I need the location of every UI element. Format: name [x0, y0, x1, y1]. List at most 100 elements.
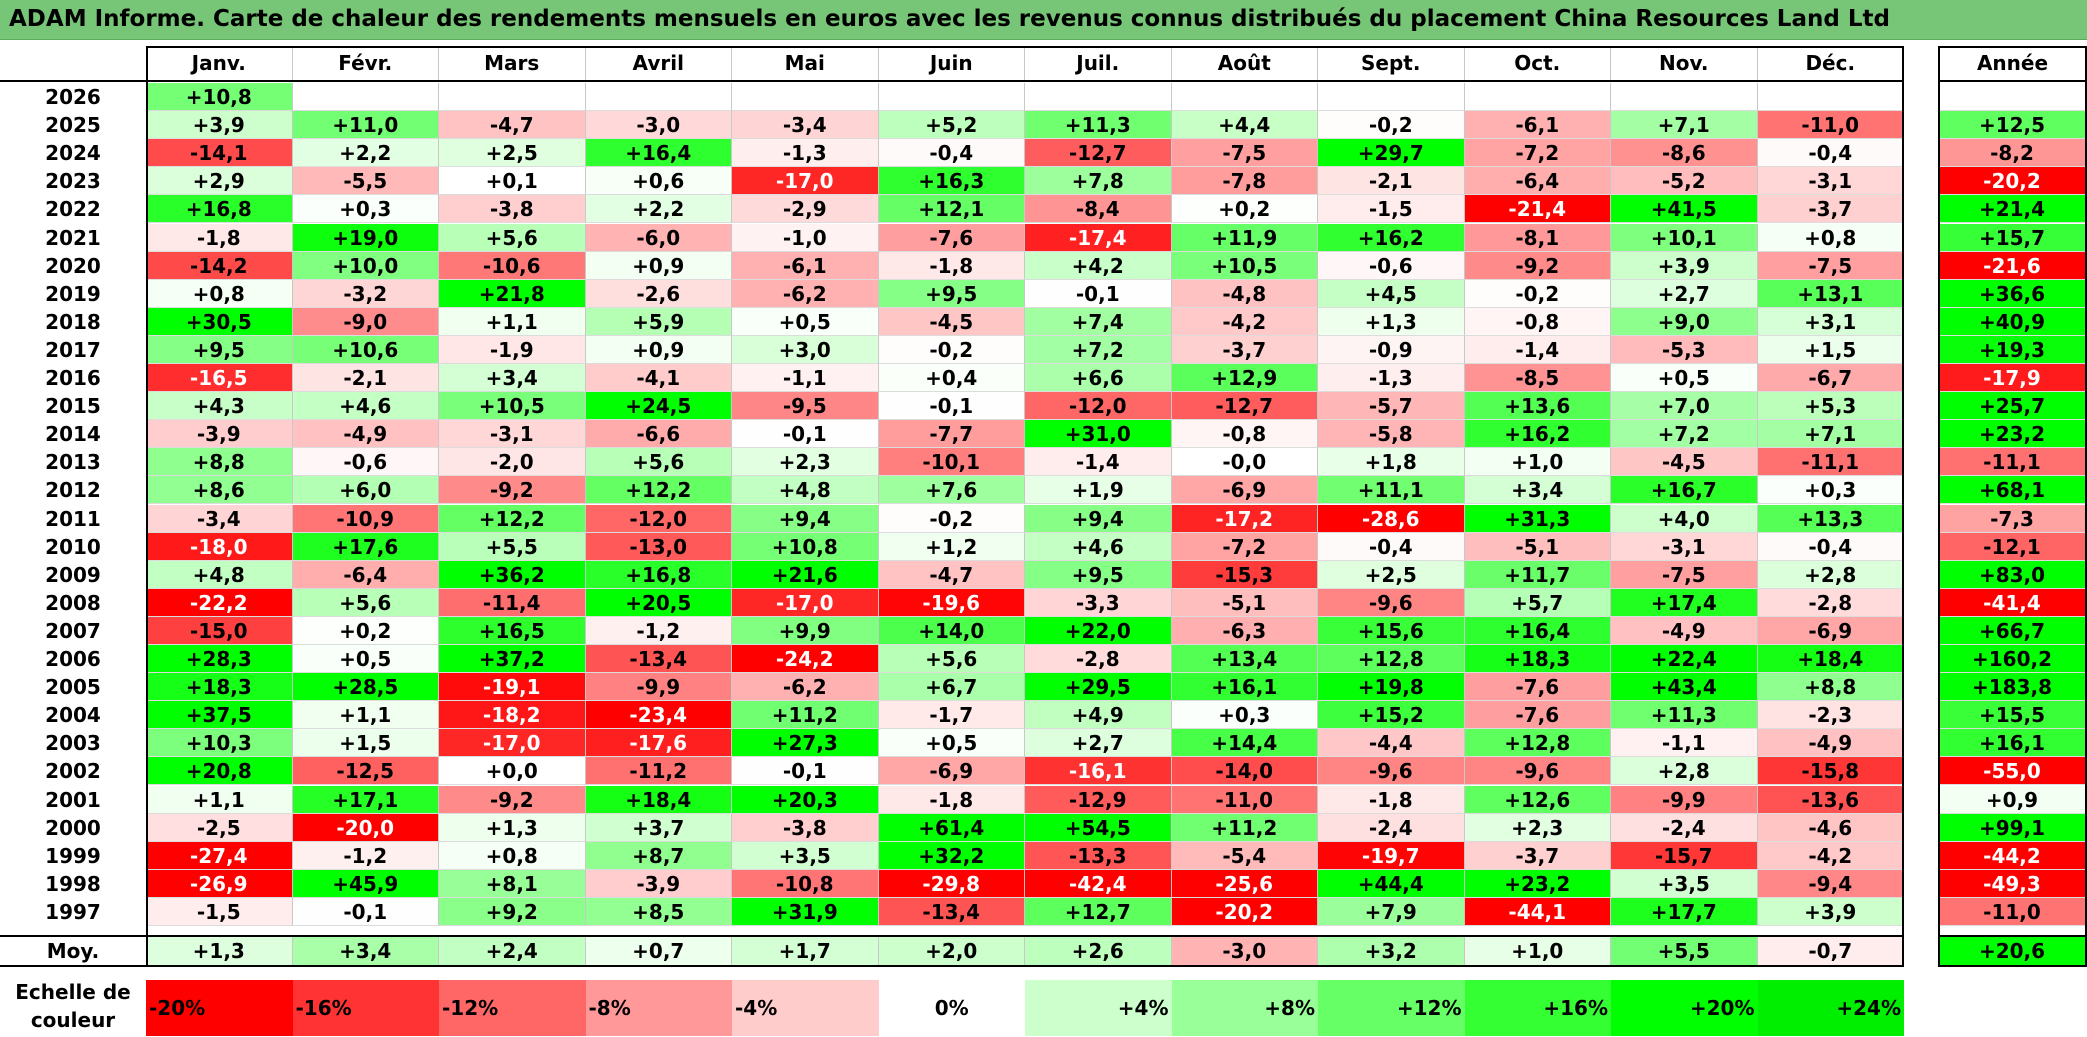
heatmap-cell: -1,3: [1318, 364, 1465, 393]
heatmap-cell: -1,7: [878, 701, 1025, 730]
heatmap-cell: -4,7: [439, 111, 586, 140]
heatmap-cell: +4,5: [1318, 279, 1465, 308]
heatmap-cell: -27,4: [146, 841, 293, 870]
heatmap-cell: -5,3: [1611, 335, 1758, 364]
heatmap-cell: +6,0: [292, 476, 439, 505]
heatmap-cell: +13,4: [1171, 645, 1318, 674]
row-separator: [0, 80, 1904, 82]
average-cell: -0,7: [1757, 937, 1904, 967]
heatmap-cell: [732, 83, 879, 112]
annual-cell: +99,1: [1938, 813, 2087, 842]
heatmap-cell: +32,2: [878, 841, 1025, 870]
annual-cell: +160,2: [1938, 645, 2087, 674]
heatmap-cell: +17,6: [292, 532, 439, 561]
heatmap-cell: -20,2: [1171, 897, 1318, 926]
heatmap-cell: -17,6: [585, 729, 732, 758]
heatmap-cell: +20,5: [585, 588, 732, 617]
heatmap-cell: +3,1: [1757, 307, 1904, 336]
heatmap-cell: -6,1: [1464, 111, 1611, 140]
year-label: 2008: [45, 590, 101, 615]
heatmap-cell: +9,5: [1025, 560, 1172, 589]
heatmap-cell: -2,5: [146, 813, 293, 842]
annual-cell: +0,9: [1938, 785, 2087, 814]
heatmap-cell: +5,6: [439, 223, 586, 252]
heatmap-cell: +10,1: [1611, 223, 1758, 252]
heatmap-cell: -17,4: [1025, 223, 1172, 252]
month-header: Juil.: [1025, 46, 1172, 82]
color-scale-swatch: -8%: [585, 980, 732, 1036]
year-label: 1997: [45, 899, 101, 924]
heatmap-cell: -2,1: [292, 364, 439, 393]
heatmap-cell: -1,2: [292, 841, 439, 870]
heatmap-cell: +9,5: [878, 279, 1025, 308]
heatmap-cell: -0,0: [1171, 448, 1318, 477]
heatmap-cell: -3,8: [439, 195, 586, 224]
heatmap-cell: +0,4: [878, 364, 1025, 393]
heatmap-cell: +4,6: [1025, 532, 1172, 561]
heatmap-cell: -3,7: [1464, 841, 1611, 870]
heatmap-cell: +10,8: [146, 83, 293, 112]
heatmap-cell: +11,9: [1171, 223, 1318, 252]
heatmap-cell: -44,1: [1464, 897, 1611, 926]
heatmap-cell: +16,5: [439, 616, 586, 645]
year-label: 2000: [45, 815, 101, 840]
heatmap-cell: +2,2: [292, 139, 439, 168]
heatmap-cell: +2,8: [1611, 757, 1758, 786]
annual-cell: -41,4: [1938, 588, 2087, 617]
heatmap-cell: -6,9: [1757, 616, 1904, 645]
heatmap-cell: -4,5: [1611, 448, 1758, 477]
annual-cell: [1938, 83, 2087, 112]
heatmap-cell: [439, 83, 586, 112]
color-scale-swatch: +4%: [1025, 980, 1172, 1036]
heatmap-cell: -25,6: [1171, 869, 1318, 898]
heatmap-cell: [1318, 83, 1465, 112]
heatmap-cell: +8,8: [1757, 673, 1904, 702]
heatmap-cell: -3,2: [292, 279, 439, 308]
heatmap-cell: +13,6: [1464, 392, 1611, 421]
annual-cell: +68,1: [1938, 476, 2087, 505]
heatmap-cell: +11,3: [1025, 111, 1172, 140]
heatmap-cell: +0,8: [1757, 223, 1904, 252]
heatmap-cell: -6,9: [1171, 476, 1318, 505]
year-label: 2006: [45, 647, 101, 671]
month-header: Févr.: [293, 46, 439, 82]
heatmap-cell: +5,9: [585, 307, 732, 336]
annual-cell: +66,7: [1938, 616, 2087, 645]
month-header: Nov.: [1611, 46, 1758, 82]
heatmap-cell: +13,3: [1757, 504, 1904, 533]
heatmap-cell: +9,4: [1025, 504, 1172, 533]
month-header: Mars: [439, 46, 586, 82]
year-label: 2004: [45, 703, 101, 728]
heatmap-cell: +13,1: [1757, 279, 1904, 308]
heatmap-cell: -1,8: [1318, 785, 1465, 814]
heatmap-cell: +17,7: [1611, 897, 1758, 926]
color-scale-swatch: 0%: [878, 980, 1025, 1036]
heatmap-cell: -15,3: [1171, 560, 1318, 589]
heatmap-cell: -4,9: [1611, 616, 1758, 645]
heatmap-cell: -0,4: [878, 139, 1025, 168]
annual-cell: +15,7: [1938, 223, 2087, 252]
heatmap-cell: -19,7: [1318, 841, 1465, 870]
heatmap-cell: +5,2: [878, 111, 1025, 140]
heatmap-cell: -7,2: [1171, 532, 1318, 561]
heatmap-cell: +10,8: [732, 532, 879, 561]
annual-cell: -11,0: [1938, 897, 2087, 926]
heatmap-cell: -1,1: [1611, 729, 1758, 758]
heatmap-cell: -10,1: [878, 448, 1025, 477]
heatmap-cell: -11,1: [1757, 448, 1904, 477]
heatmap-cell: +0,6: [585, 167, 732, 196]
heatmap-cell: +12,2: [585, 476, 732, 505]
heatmap-cell: -3,1: [439, 420, 586, 449]
heatmap-cell: +1,1: [439, 307, 586, 336]
heatmap-cell: [1025, 83, 1172, 112]
heatmap-cell: -24,2: [732, 645, 879, 674]
heatmap-cell: -3,0: [585, 111, 732, 140]
heatmap-cell: +12,1: [878, 195, 1025, 224]
heatmap-cell: +18,4: [1757, 645, 1904, 674]
heatmap-cell: +28,5: [292, 673, 439, 702]
heatmap-cell: +16,4: [1464, 616, 1611, 645]
heatmap-cell: -14,2: [146, 251, 293, 280]
heatmap-cell: +2,7: [1611, 279, 1758, 308]
average-cell: +1,0: [1464, 937, 1611, 967]
heatmap-cell: -12,0: [1025, 392, 1172, 421]
